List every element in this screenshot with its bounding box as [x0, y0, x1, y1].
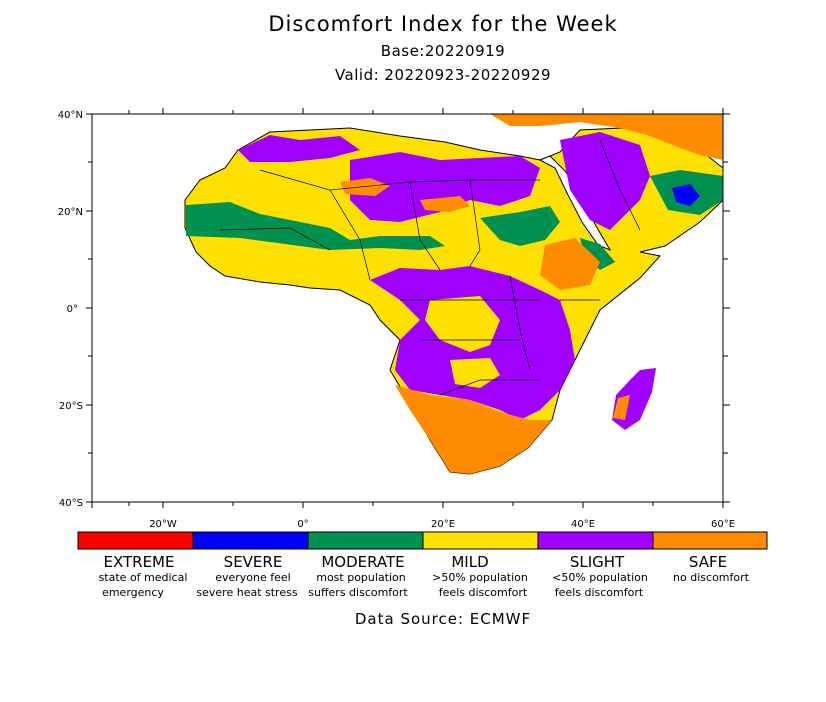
legend-swatch-safe	[652, 531, 768, 550]
legend-colorbar	[77, 531, 768, 550]
zone-safe-southafrica	[395, 385, 552, 474]
lon-label-20w: 20°W	[149, 519, 177, 530]
lon-label-20e: 20°E	[431, 519, 455, 530]
africa-discomfort-map	[184, 114, 723, 475]
legend-desc1-extreme: state of medical	[99, 571, 188, 584]
valid-range: Valid: 20220923-20220929	[334, 66, 552, 84]
legend-desc2-slight: feels discomfort	[555, 586, 644, 599]
lat-label-0: 0°	[67, 304, 78, 315]
legend-desc1-mild: >50% population	[432, 571, 528, 584]
legend-swatch-moderate	[307, 531, 424, 550]
legend-swatch-severe	[192, 531, 309, 550]
legend-swatch-mild	[422, 531, 539, 550]
country-borders	[219, 139, 641, 396]
lat-label-40s: 40°S	[59, 498, 83, 509]
legend-name-severe: SEVERE	[224, 553, 283, 571]
lon-ticks	[91, 108, 724, 508]
legend-desc2-extreme: emergency	[102, 586, 164, 599]
lon-label-40e: 40°E	[571, 519, 595, 530]
map-title: Discomfort Index for the Week	[268, 12, 618, 36]
mediterranean-coast	[330, 114, 530, 140]
data-source: Data Source: ECMWF	[355, 610, 531, 628]
lon-label-0: 0°	[297, 519, 308, 530]
legend-name-slight: SLIGHT	[570, 553, 625, 571]
legend-desc1-moderate: most population	[316, 571, 406, 584]
zone-slight-sahara	[350, 152, 540, 222]
zone-mild-congo	[425, 296, 500, 352]
zone-safe-ethiopia	[540, 238, 600, 290]
zone-mild-angola	[450, 358, 500, 388]
lon-label-60e: 60°E	[711, 519, 735, 530]
lat-label-40n: 40°N	[58, 110, 83, 121]
zone-severe-gulf	[672, 184, 700, 206]
legend-swatch-slight	[537, 531, 654, 550]
lat-ticks	[86, 113, 730, 503]
red-sea	[538, 155, 612, 252]
zone-moderate-sudan	[480, 206, 560, 246]
zone-safe-sahara-b	[420, 196, 470, 212]
lat-label-20n: 20°N	[58, 207, 83, 218]
legend-desc2-severe: severe heat stress	[196, 586, 297, 599]
legend-desc1-severe: everyone feel	[215, 571, 291, 584]
legend-name-safe: SAFE	[689, 553, 727, 571]
lat-label-20s: 20°S	[59, 401, 83, 412]
legend-desc2-mild: feels discomfort	[439, 586, 528, 599]
zone-safe-sahara-a	[340, 178, 390, 196]
base-date: Base:20220919	[380, 42, 506, 60]
zone-moderate-horn	[580, 238, 615, 270]
zone-moderate-sahel	[186, 202, 445, 250]
legend-name-moderate: MODERATE	[321, 553, 404, 571]
legend-name-extreme: EXTREME	[104, 553, 175, 571]
legend-name-mild: MILD	[451, 553, 488, 571]
zone-slight-north	[238, 135, 360, 162]
legend-swatch-extreme	[77, 531, 194, 550]
zone-safe-turkey	[490, 114, 723, 160]
legend-desc2-moderate: suffers discomfort	[308, 586, 408, 599]
zone-safe-madagascar	[613, 395, 630, 420]
legend-desc1-slight: <50% population	[552, 571, 648, 584]
legend-desc1-safe: no discomfort	[673, 571, 750, 584]
